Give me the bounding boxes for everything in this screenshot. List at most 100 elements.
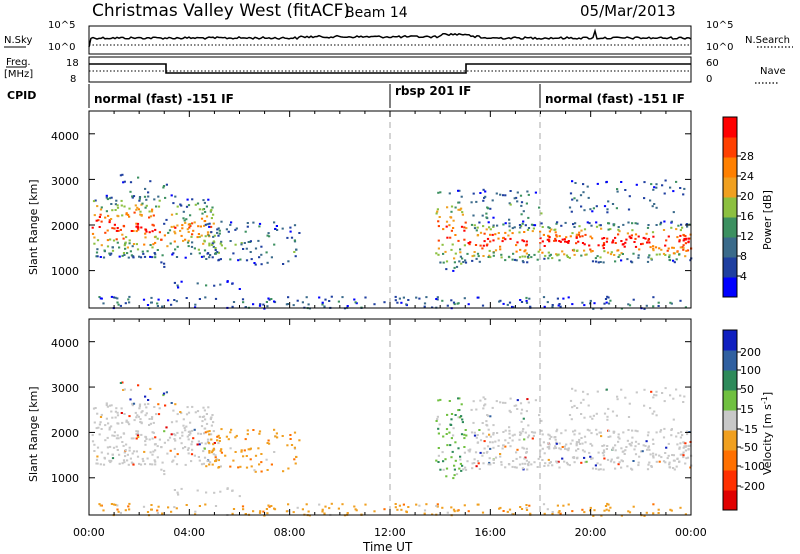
- power-cell: [482, 225, 485, 228]
- velocity-cell: [471, 462, 474, 465]
- velocity-cell: [494, 440, 497, 443]
- power-cell: [483, 232, 486, 235]
- power-cell: [141, 250, 144, 253]
- velocity-cell: [606, 445, 609, 447]
- velocity-cell: [558, 442, 561, 445]
- power-cell: [135, 222, 138, 225]
- velocity-cell: [467, 449, 470, 452]
- nsky-tick-top: 10^5: [48, 20, 75, 31]
- power-cell: [607, 302, 611, 305]
- velocity-cell: [486, 445, 490, 448]
- velocity-cell: [502, 431, 505, 433]
- power-cell: [671, 246, 674, 249]
- velocity-cell: [436, 503, 439, 506]
- velocity-cell: [97, 426, 100, 429]
- velocity-cell: [118, 453, 121, 456]
- power-cell: [139, 256, 143, 259]
- velocity-cell: [170, 510, 173, 513]
- velocity-cell: [459, 455, 462, 458]
- velocity-cell: [450, 418, 453, 421]
- power-cell: [115, 199, 118, 202]
- velocity-cell: [205, 422, 209, 425]
- power-cell: [265, 251, 268, 254]
- velocity-cell: [670, 434, 673, 437]
- power-cell: [628, 235, 631, 238]
- velocity-cell: [156, 512, 159, 514]
- power-cell: [617, 226, 620, 228]
- velocity-cell: [580, 413, 583, 415]
- power-cell: [554, 231, 557, 234]
- power-cell: [593, 302, 596, 305]
- power-cell: [515, 196, 518, 199]
- velocity-cell: [185, 504, 188, 506]
- power-cell: [627, 208, 631, 211]
- power-cell: [638, 248, 641, 251]
- power-cell: [121, 173, 124, 176]
- velocity-cell: [274, 435, 277, 438]
- power-colorbar-frame: [722, 116, 738, 298]
- power-cell: [563, 238, 566, 241]
- velocity-cell: [120, 412, 123, 414]
- velocity-cell: [436, 505, 439, 508]
- power-cell: [227, 230, 230, 233]
- velocity-cell: [595, 428, 598, 431]
- power-cell: [476, 296, 479, 299]
- power-cell: [211, 206, 214, 209]
- power-cell: [530, 256, 533, 259]
- velocity-cell: [147, 403, 150, 405]
- power-cell: [173, 225, 176, 228]
- velocity-cell: [478, 429, 481, 431]
- velocity-cell: [574, 429, 577, 432]
- power-cell: [270, 256, 273, 259]
- power-cell: [204, 235, 207, 238]
- velocity-cell: [599, 463, 602, 466]
- power-cell: [589, 302, 592, 305]
- power-cell: [603, 250, 606, 253]
- velocity-cell: [599, 468, 602, 471]
- power-cell: [131, 245, 134, 248]
- power-cell: [598, 224, 601, 227]
- power-cell: [491, 199, 494, 202]
- velocity-cell: [508, 508, 512, 511]
- velocity-cell: [217, 434, 220, 437]
- power-cell: [637, 254, 640, 257]
- velocity-cell: [595, 433, 599, 436]
- power-cell: [281, 227, 284, 230]
- power-cell: [207, 198, 210, 201]
- velocity-cell: [290, 444, 294, 446]
- velocity-cell: [227, 438, 230, 441]
- power-cell: [190, 245, 194, 248]
- velocity-cell: [119, 511, 122, 514]
- power-cell: [582, 191, 585, 194]
- velocity-cell: [586, 393, 589, 396]
- power-cell: [621, 243, 624, 246]
- velocity-cell: [198, 505, 201, 507]
- velocity-cell: [180, 442, 183, 445]
- power-cell: [606, 208, 609, 211]
- velocity-cell: [522, 428, 525, 430]
- velocity-cell: [653, 410, 656, 413]
- power-cell: [495, 192, 498, 195]
- velocity-cell: [627, 416, 631, 418]
- power-cell: [260, 245, 263, 248]
- velocity-cell: [540, 419, 543, 422]
- velocity-cell: [470, 408, 473, 411]
- velocity-cell: [588, 429, 591, 432]
- velocity-cell: [590, 432, 593, 435]
- power-cell: [489, 228, 492, 231]
- power-cell: [203, 249, 207, 252]
- velocity-cell: [234, 451, 237, 453]
- power-cell: [584, 233, 587, 236]
- power-cell: [144, 187, 147, 190]
- power-cell: [290, 236, 294, 239]
- power-cell: [346, 305, 349, 307]
- power-cell: [523, 231, 526, 233]
- velocity-cell: [677, 432, 680, 435]
- power-cell: [173, 240, 176, 243]
- power-cell: [572, 248, 576, 251]
- velocity-cell: [207, 441, 210, 444]
- colorbar-swatch: [723, 450, 737, 471]
- power-cell: [229, 223, 232, 226]
- power-cell: [558, 235, 561, 238]
- velocity-cell: [111, 453, 114, 456]
